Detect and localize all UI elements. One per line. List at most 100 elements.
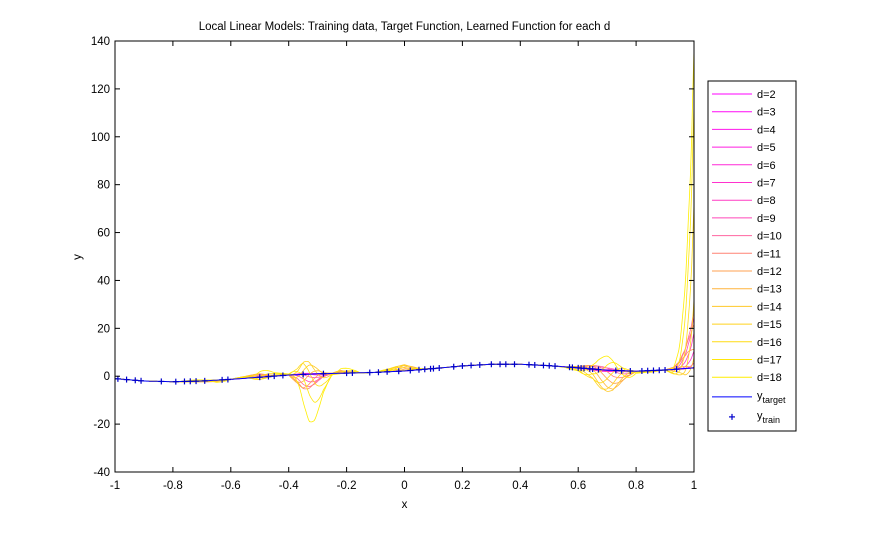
train-point — [132, 377, 139, 384]
train-point — [497, 361, 504, 368]
train-point — [271, 373, 278, 380]
train-point — [265, 373, 272, 380]
y-tick-label: 140 — [91, 36, 110, 48]
plot-area: -1 -0.8 -0.6 -0.4 -0.2 0 0.2 0.4 0.6 0.8 1 -40 -20 0 2… — [91, 36, 697, 492]
train-point — [436, 365, 443, 372]
y-tick-label: -20 — [93, 419, 110, 431]
y-tick-label: 60 — [97, 228, 110, 240]
legend-label: d=12 — [757, 266, 782, 278]
legend-label: d=8 — [757, 195, 776, 207]
legend-label: d=6 — [757, 160, 776, 172]
train-point — [115, 375, 121, 382]
train-point — [224, 376, 231, 383]
train-point — [187, 378, 194, 385]
train-point — [366, 369, 373, 376]
train-point — [158, 378, 165, 385]
train-point — [459, 362, 466, 369]
train-point — [320, 370, 327, 377]
train-point — [552, 363, 559, 370]
y-tick-label: 100 — [91, 132, 110, 144]
train-point — [343, 370, 350, 377]
y-tick-label: 40 — [97, 275, 110, 287]
train-point — [349, 369, 356, 376]
y-tick-label: 80 — [97, 180, 110, 192]
train-point — [618, 367, 625, 374]
legend-label: d=17 — [757, 355, 782, 367]
train-point — [656, 367, 663, 374]
train-point — [193, 378, 200, 385]
legend-label: d=18 — [757, 372, 782, 384]
train-point — [395, 368, 402, 375]
chart-title: Local Linear Models: Training data, Targ… — [199, 21, 610, 33]
series-group — [115, 49, 694, 423]
train-point — [138, 377, 145, 384]
axis-ticks: -1 -0.8 -0.6 -0.4 -0.2 0 0.2 0.4 0.6 0.8 1 -40 -20 0 2… — [91, 36, 697, 492]
train-point — [546, 362, 553, 369]
train-point — [172, 378, 179, 385]
x-tick-label: -0.6 — [221, 480, 241, 492]
train-point — [589, 366, 596, 373]
legend-label: d=7 — [757, 178, 776, 190]
train-point — [219, 376, 226, 383]
train-point — [595, 366, 602, 373]
train-point — [638, 367, 645, 374]
x-tick-label: -0.8 — [163, 480, 183, 492]
train-point — [123, 376, 130, 383]
train-point — [488, 361, 495, 368]
train-point — [450, 363, 457, 370]
x-tick-label: 1 — [691, 480, 697, 492]
train-point — [673, 366, 680, 373]
train-point — [580, 365, 587, 372]
train-point — [540, 362, 547, 369]
train-point — [650, 367, 657, 374]
y-axis-label: y — [72, 254, 84, 260]
train-point — [627, 368, 634, 375]
legend-label: d=3 — [757, 107, 776, 119]
train-point — [300, 371, 307, 378]
x-tick-label: -0.2 — [337, 480, 357, 492]
legend-label: d=9 — [757, 213, 776, 225]
legend-label: d=10 — [757, 231, 782, 243]
legend-box — [707, 80, 797, 432]
train-point — [569, 364, 576, 371]
train-point — [531, 361, 538, 368]
train-point — [430, 365, 437, 372]
train-point — [181, 378, 188, 385]
y-tick-label: 0 — [104, 371, 110, 383]
train-point — [279, 372, 286, 379]
training-points — [115, 361, 680, 385]
train-point — [662, 366, 669, 373]
train-point — [421, 366, 428, 373]
legend-label: d=15 — [757, 319, 782, 331]
x-axis-label: x — [402, 499, 408, 511]
train-point — [384, 368, 391, 375]
train-point — [201, 377, 208, 384]
train-point — [407, 367, 414, 374]
y-tick-label: 120 — [91, 84, 110, 96]
train-point — [468, 362, 475, 369]
legend: d=2 d=3 d=4 d=5 d=6 d=7 d=8 d=9 d=10 d=11 d=12 d=13… — [707, 80, 797, 432]
train-point — [415, 366, 422, 373]
legend-label: d=13 — [757, 284, 782, 296]
legend-label: d=16 — [757, 337, 782, 349]
train-point — [612, 367, 619, 374]
legend-label: d=4 — [757, 124, 776, 136]
legend-label: d=11 — [757, 248, 781, 260]
train-point — [511, 361, 518, 368]
legend-label: d=14 — [757, 301, 782, 313]
x-tick-label: 0.2 — [454, 480, 470, 492]
train-point — [476, 361, 483, 368]
train-point — [502, 361, 509, 368]
train-point — [644, 367, 651, 374]
x-tick-label: -1 — [110, 480, 120, 492]
x-tick-label: 0.4 — [512, 480, 529, 492]
train-point — [256, 374, 263, 381]
legend-label: d=5 — [757, 142, 776, 154]
x-tick-label: 0 — [401, 480, 407, 492]
axes-background — [115, 41, 694, 472]
train-point — [525, 361, 532, 368]
x-tick-label: 0.6 — [570, 480, 586, 492]
legend-label: d=2 — [757, 89, 776, 101]
